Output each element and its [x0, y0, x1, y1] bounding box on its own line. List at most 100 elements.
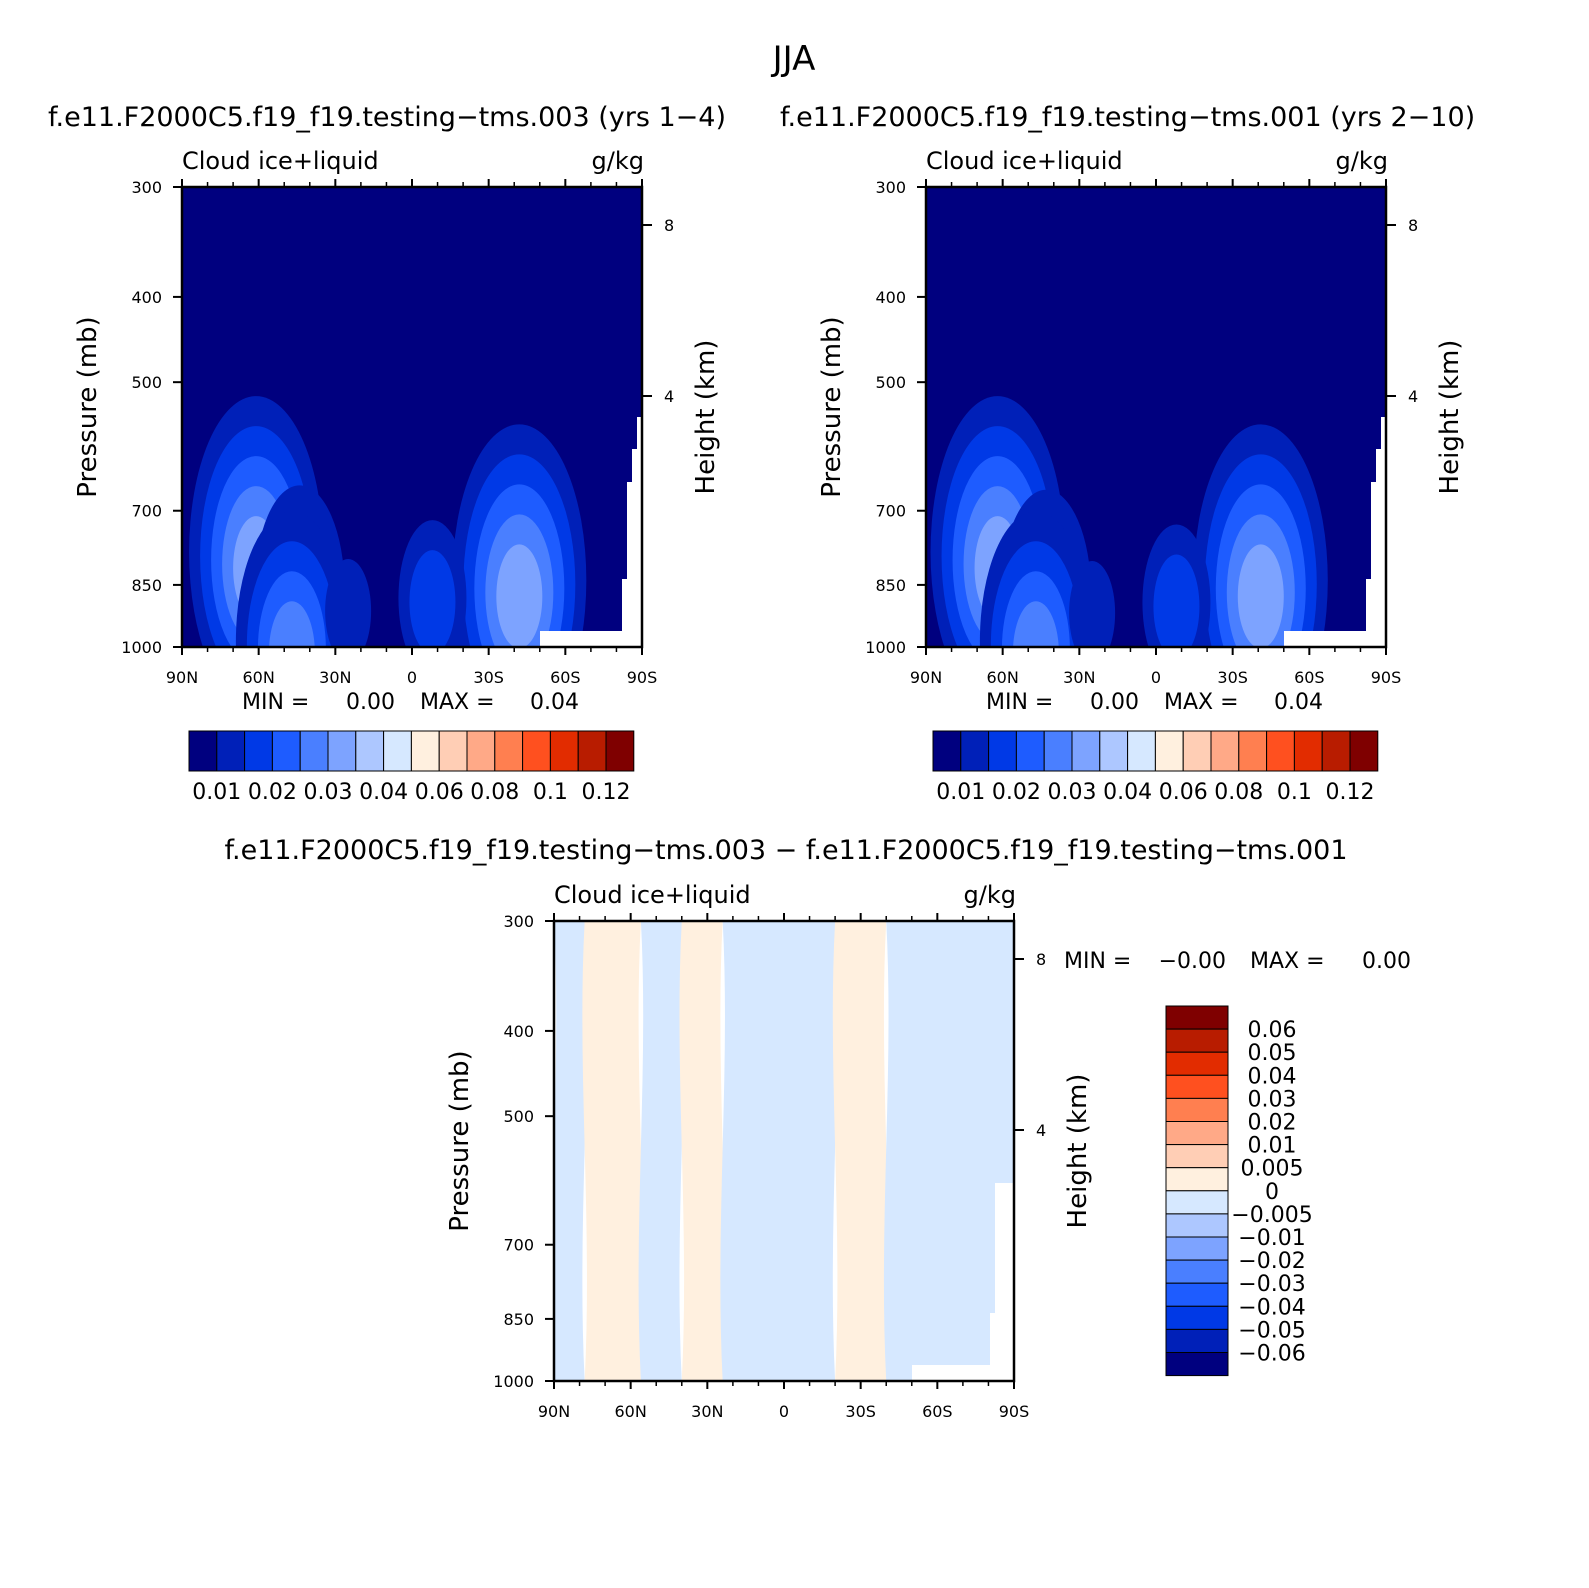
colorbar-swatch [1165, 1121, 1229, 1146]
height-tick-label: 4 [1036, 1121, 1046, 1140]
contour-blob-3-level-5 [496, 544, 543, 647]
colorbar-swatch [438, 730, 468, 772]
y-axis-title: Pressure (mb) [445, 1050, 475, 1231]
colorbar-swatch [188, 730, 218, 772]
difference-band-5 [832, 921, 889, 1381]
colorbar-swatch [1165, 1259, 1229, 1284]
colorbar-swatch [1165, 1028, 1229, 1053]
colorbar-swatch [1165, 1282, 1229, 1307]
colorbar-swatch [1043, 730, 1073, 772]
x-tick-label: 30S [473, 668, 504, 687]
min-label: MIN = [1064, 949, 1131, 974]
y-tick-label: 300 [503, 912, 534, 931]
colorbar-label: 0.03 [1248, 1087, 1297, 1112]
colorbar-label: 0.01 [1248, 1134, 1297, 1159]
difference-band-4 [720, 921, 838, 1381]
height-tick-label: 8 [664, 216, 674, 235]
colorbar-label: 0.01 [936, 780, 985, 805]
colorbar-swatch [1165, 1005, 1229, 1030]
colorbar-swatch [1127, 730, 1156, 772]
colorbar-swatch [1165, 1236, 1229, 1261]
plot-area [926, 187, 1386, 647]
colorbar-swatch [1165, 1097, 1229, 1123]
x-tick-label: 90S [1371, 668, 1402, 687]
colorbar-swatch [988, 730, 1017, 772]
height-axis-title: Height (km) [1435, 340, 1465, 495]
y-tick-label: 850 [503, 1310, 534, 1329]
y-tick-label: 850 [131, 576, 162, 595]
height-tick-label: 4 [664, 387, 674, 406]
colorbar-swatch [1349, 730, 1379, 772]
colorbar-label: 0.03 [304, 780, 353, 805]
panel-title: f.e11.F2000C5.f19_f19.testing−tms.001 (y… [780, 102, 1475, 133]
colorbar-swatch [1321, 730, 1351, 772]
y-tick-label: 300 [875, 178, 906, 197]
y-tick-label: 700 [131, 502, 162, 521]
colorbar-label: 0.12 [1326, 780, 1375, 805]
contour-blob-5-level-1 [325, 558, 372, 647]
colorbar-label: −0.06 [1238, 1342, 1305, 1367]
units-label: g/kg [1336, 147, 1388, 175]
missing-data-region [1284, 417, 1386, 647]
height-tick-label: 8 [1036, 950, 1046, 969]
colorbar-swatch [522, 730, 551, 772]
colorbar-swatch [410, 730, 440, 772]
y-tick-label: 700 [875, 502, 906, 521]
colorbar-swatch [549, 730, 579, 772]
colorbar-swatch [1165, 1305, 1229, 1330]
colorbar-swatch [1293, 730, 1323, 772]
height-axis-title: Height (km) [691, 340, 721, 495]
colorbar-swatch [1165, 1074, 1229, 1099]
x-tick-label: 30N [1063, 668, 1095, 687]
colorbar-swatch [1071, 730, 1101, 772]
colorbar-label: 0.02 [248, 780, 297, 805]
colorbar-swatch [1165, 1352, 1229, 1377]
variable-label: Cloud ice+liquid [926, 147, 1123, 175]
y-tick-label: 500 [875, 373, 906, 392]
contour-blob-4-level-2 [1153, 554, 1200, 647]
max-value: 0.04 [530, 690, 579, 715]
plot-area [554, 921, 1014, 1381]
colorbar-label: −0.03 [1238, 1272, 1305, 1297]
colorbar-label: 0.04 [359, 780, 408, 805]
height-axis-title: Height (km) [1063, 1074, 1093, 1229]
missing-data-region [540, 417, 642, 647]
colorbar-label: −0.04 [1238, 1295, 1305, 1320]
y-tick-label: 850 [875, 576, 906, 595]
colorbar-label: 0.02 [1248, 1111, 1297, 1136]
colorbar-label: 0.02 [992, 780, 1041, 805]
x-tick-label: 30N [691, 1402, 723, 1421]
contour-blob-5-level-1 [1069, 561, 1116, 647]
variable-label: Cloud ice+liquid [182, 147, 379, 175]
x-tick-label: 60N [243, 668, 275, 687]
y-tick-label: 500 [131, 373, 162, 392]
x-tick-label: 90S [999, 1402, 1030, 1421]
units-label: g/kg [592, 147, 644, 175]
x-tick-label: 90S [627, 668, 658, 687]
x-tick-label: 60S [922, 1402, 953, 1421]
x-tick-label: 30S [1217, 668, 1248, 687]
contour-blob-4-level-2 [409, 550, 456, 647]
colorbar-label: 0.06 [1248, 1018, 1297, 1043]
min-value: 0.00 [1090, 690, 1139, 715]
units-label: g/kg [964, 881, 1016, 909]
colorbar-swatch [271, 730, 301, 772]
min-label: MIN = [986, 690, 1053, 715]
y-tick-label: 1000 [493, 1372, 534, 1391]
x-tick-label: 60N [987, 668, 1019, 687]
panel-title: f.e11.F2000C5.f19_f19.testing−tms.003 − … [224, 835, 1347, 866]
colorbar-label: 0.01 [192, 780, 241, 805]
variable-label: Cloud ice+liquid [554, 881, 751, 909]
y-axis-title: Pressure (mb) [817, 316, 847, 497]
colorbar-label: 0.04 [1248, 1064, 1297, 1089]
y-tick-label: 400 [503, 1022, 534, 1041]
colorbar-swatch [1099, 730, 1129, 772]
y-tick-label: 700 [503, 1236, 534, 1255]
x-tick-label: 90N [538, 1402, 570, 1421]
y-tick-label: 300 [131, 178, 162, 197]
colorbar-label: 0.12 [582, 780, 631, 805]
x-tick-label: 30S [845, 1402, 876, 1421]
max-label: MAX = [1250, 949, 1325, 974]
colorbar-label: −0.05 [1238, 1318, 1305, 1343]
